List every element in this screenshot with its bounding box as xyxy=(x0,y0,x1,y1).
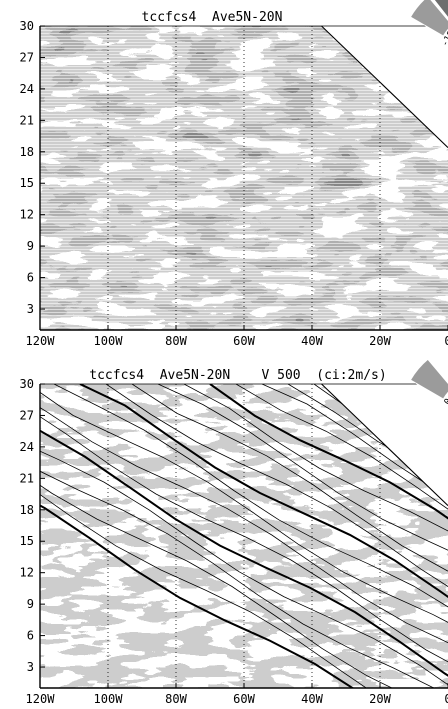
contour-line xyxy=(235,384,448,688)
y-tick-label: 21 xyxy=(20,113,34,127)
x-tick-label: 60W xyxy=(233,692,255,706)
x-tick-label: 80W xyxy=(165,692,187,706)
legend-label: 0 xyxy=(443,397,448,407)
contour-line xyxy=(79,384,448,688)
contour-line xyxy=(157,384,448,688)
legend-swatch xyxy=(409,358,448,400)
legend-diagonal xyxy=(321,25,448,148)
y-tick-label: 6 xyxy=(27,629,34,643)
x-tick-label: 120W xyxy=(26,334,56,348)
x-tick-label: 80W xyxy=(165,334,187,348)
x-tick-label: 0 xyxy=(444,692,448,706)
y-tick-label: 3 xyxy=(27,660,34,674)
contour-line xyxy=(40,384,413,688)
y-tick-label: 21 xyxy=(20,471,34,485)
x-tick-label: 20W xyxy=(369,334,391,348)
y-tick-label: 18 xyxy=(20,145,34,159)
field-shading xyxy=(40,26,448,330)
x-tick-label: 40W xyxy=(301,334,323,348)
x-tick-label: 40W xyxy=(301,692,323,706)
y-tick-label: 9 xyxy=(27,239,34,253)
legend-fan: 0 xyxy=(409,358,448,407)
contour-line xyxy=(40,384,387,688)
y-tick-label: 27 xyxy=(20,408,34,422)
legend-swatch xyxy=(409,0,448,37)
y-tick-label: 6 xyxy=(27,271,34,285)
contour-line xyxy=(40,384,439,688)
contour-line xyxy=(40,384,448,688)
x-tick-label: 20W xyxy=(369,692,391,706)
y-tick-label: 30 xyxy=(20,377,34,391)
legend-swatch xyxy=(433,0,448,19)
y-tick-label: 9 xyxy=(27,597,34,611)
y-tick-label: 27 xyxy=(20,50,34,64)
chart-title: tccfcs4 Ave5N-20N xyxy=(142,10,283,25)
y-tick-label: 18 xyxy=(20,503,34,517)
contour-line xyxy=(40,384,448,688)
legend-fan: -10-20-30-40 xyxy=(409,0,448,49)
y-tick-label: 3 xyxy=(27,302,34,316)
contour-line xyxy=(183,384,448,688)
y-tick-label: 12 xyxy=(20,208,34,222)
contour-line xyxy=(40,384,448,688)
y-tick-label: 15 xyxy=(20,534,34,548)
y-tick-label: 30 xyxy=(20,19,34,33)
field-shading xyxy=(40,384,448,688)
y-tick-label: 24 xyxy=(20,82,34,96)
contour-line xyxy=(40,384,361,688)
legend-diagonal xyxy=(321,383,448,506)
y-tick-label: 24 xyxy=(20,440,34,454)
legend-label: -10 xyxy=(440,29,448,48)
contour-line xyxy=(105,384,448,688)
x-tick-label: 100W xyxy=(94,692,124,706)
contour-line xyxy=(40,384,448,688)
contour-line xyxy=(131,384,448,688)
panel-2: tccfcs4 Ave5N-20N V 500 (ci:2m/s) 3 6 9 12 15… xyxy=(20,358,448,706)
x-tick-label: 120W xyxy=(26,692,56,706)
y-tick-label: 12 xyxy=(20,566,34,580)
chart-title: tccfcs4 Ave5N-20N V 500 (ci:2m/s) xyxy=(89,368,386,383)
contour-line xyxy=(261,384,448,688)
contour-line xyxy=(40,384,448,688)
x-tick-label: 0 xyxy=(444,334,448,348)
contour-line xyxy=(209,384,448,688)
y-tick-label: 15 xyxy=(20,176,34,190)
x-tick-label: 60W xyxy=(233,334,255,348)
panel-1: tccfcs4 Ave5N-20N 3 6 9 12 15 18 21 24 27 30 120W 10… xyxy=(20,0,448,348)
contour-line xyxy=(287,384,448,688)
x-tick-label: 100W xyxy=(94,334,124,348)
contour-line xyxy=(53,384,448,688)
